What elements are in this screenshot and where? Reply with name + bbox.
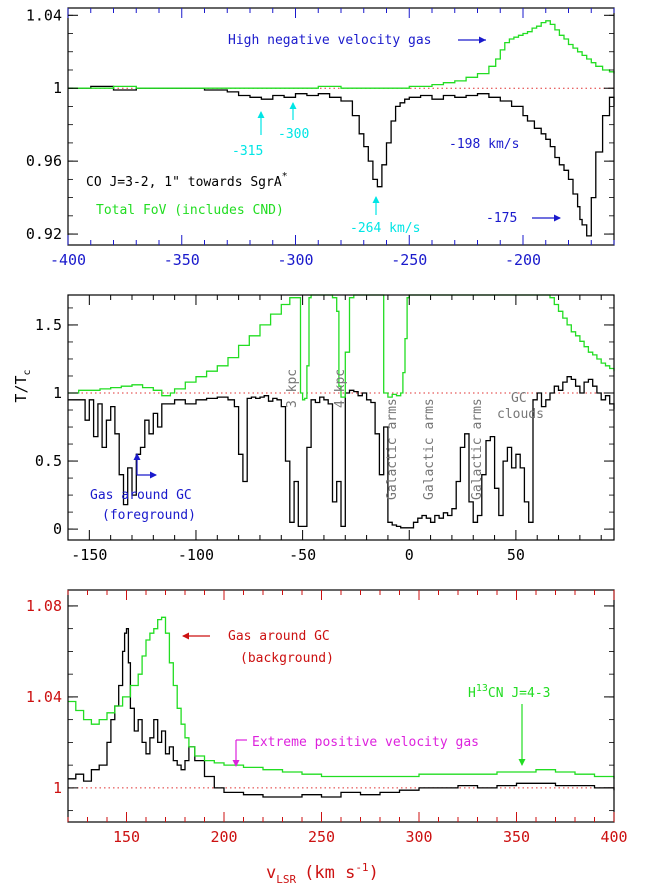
y-tick-label: 0.96: [26, 152, 62, 170]
y-tick-label: 0.92: [26, 225, 62, 243]
arrow-h13cn: [518, 704, 526, 766]
x-tick-label: 200: [210, 828, 237, 846]
annotation-galactic-arms-1: Galactic arms: [385, 398, 400, 500]
arrow-high-negative: [458, 36, 486, 44]
x-tick-label: 250: [308, 828, 335, 846]
panel-top-series-black-line: [68, 85, 615, 237]
x-tick-label: 300: [405, 828, 432, 846]
panel-bottom-frame: [67, 589, 615, 823]
x-tick-label: -150: [71, 546, 107, 564]
arrow-minus-300: [289, 102, 297, 120]
x-tick-label: -100: [178, 546, 214, 564]
y-tick-label: 1: [53, 79, 62, 97]
arrow-gas-around-gc-foreground: [133, 453, 157, 479]
panel-top-axes: -400 -350 -300 -250 -200 0.92 0.96 1 1.04: [26, 6, 615, 269]
x-tick-label: -300: [277, 251, 313, 269]
x-tick-label: 150: [113, 828, 140, 846]
annotation-co-line: CO J=3-2, 1" towards SgrA*: [86, 171, 288, 190]
y-tick-label: 1: [53, 384, 62, 402]
annotation-extreme-positive: Extreme positive velocity gas: [252, 735, 479, 750]
x-tick-label: -50: [289, 546, 316, 564]
y-tick-label: 1.5: [35, 316, 62, 334]
panel-top: -400 -350 -300 -250 -200 0.92 0.96 1 1.04 High n…: [26, 6, 615, 269]
annotation-gc: GC: [511, 391, 527, 406]
y-tick-label: 1: [53, 779, 62, 797]
panel-top-series-green-line: [68, 20, 615, 89]
x-tick-label: -250: [391, 251, 427, 269]
y-tick-label: 0: [53, 520, 62, 538]
annotation-galactic-arms-2: Galactic arms: [422, 398, 437, 500]
panel-bottom-series-green-line: [68, 616, 615, 779]
annotation-minus-175: -175: [486, 211, 517, 226]
panel-bottom-series-black-line: [68, 628, 615, 798]
annotation-clouds: clouds: [497, 407, 544, 422]
panel-middle-frame: [67, 294, 615, 541]
x-tick-label: -350: [164, 251, 200, 269]
annotation-total-fov: Total FoV (includes CND): [96, 203, 284, 218]
annotation-gas-around-gc-bg: Gas around GC: [228, 629, 330, 644]
annotation-foreground: (foreground): [102, 508, 196, 523]
x-axis-label: vLSR (km s-1): [266, 861, 379, 885]
arrow-minus-264: [372, 196, 380, 215]
y-axis-label: T/Tc: [12, 369, 33, 402]
annotation-3kpc: 3 kpc: [285, 369, 300, 408]
panel-bottom-axes: 150 200 250 300 350 400 1 1.04 1.08: [26, 589, 628, 846]
annotation-minus-264: -264 km/s: [350, 221, 420, 236]
panel-top-series: [68, 20, 615, 237]
x-tick-label: -400: [50, 251, 86, 269]
x-tick-label: 0: [405, 546, 414, 564]
arrow-minus-175: [532, 214, 561, 222]
annotation-h13cn: H13CN J=4-3: [468, 683, 551, 701]
panel-bottom: 150 200 250 300 350 400 1 1.04 1.08 Gas around G…: [26, 589, 628, 885]
annotation-galactic-arms-3: Galactic arms: [470, 398, 485, 500]
y-tick-label: 1.08: [26, 597, 62, 615]
arrow-gas-around-gc-background: [182, 632, 210, 640]
y-tick-label: 1.04: [26, 688, 62, 706]
x-tick-label: 50: [507, 546, 525, 564]
x-tick-label: 350: [503, 828, 530, 846]
panel-bottom-series: [68, 616, 615, 798]
y-tick-label: 0.5: [35, 452, 62, 470]
x-tick-label: -200: [505, 251, 541, 269]
annotation-4kpc: 4 kpc: [333, 369, 348, 408]
annotation-minus-198: -198 km/s: [449, 137, 519, 152]
annotation-minus-315: -315: [232, 144, 263, 159]
arrow-minus-315: [257, 111, 265, 135]
annotation-high-negative-velocity: High negative velocity gas: [228, 33, 432, 48]
annotation-gas-around-gc: Gas around GC: [90, 488, 192, 503]
y-tick-label: 1.04: [26, 6, 62, 24]
panel-middle-series-black-line: [68, 376, 615, 529]
arrow-extreme-positive: [232, 739, 247, 767]
x-tick-label: 400: [600, 828, 627, 846]
annotation-background: (background): [240, 651, 334, 666]
annotation-minus-300: -300: [278, 127, 309, 142]
panel-middle-axes: -150 -100 -50 0 50 0 0.5 1 1.5: [35, 294, 615, 564]
